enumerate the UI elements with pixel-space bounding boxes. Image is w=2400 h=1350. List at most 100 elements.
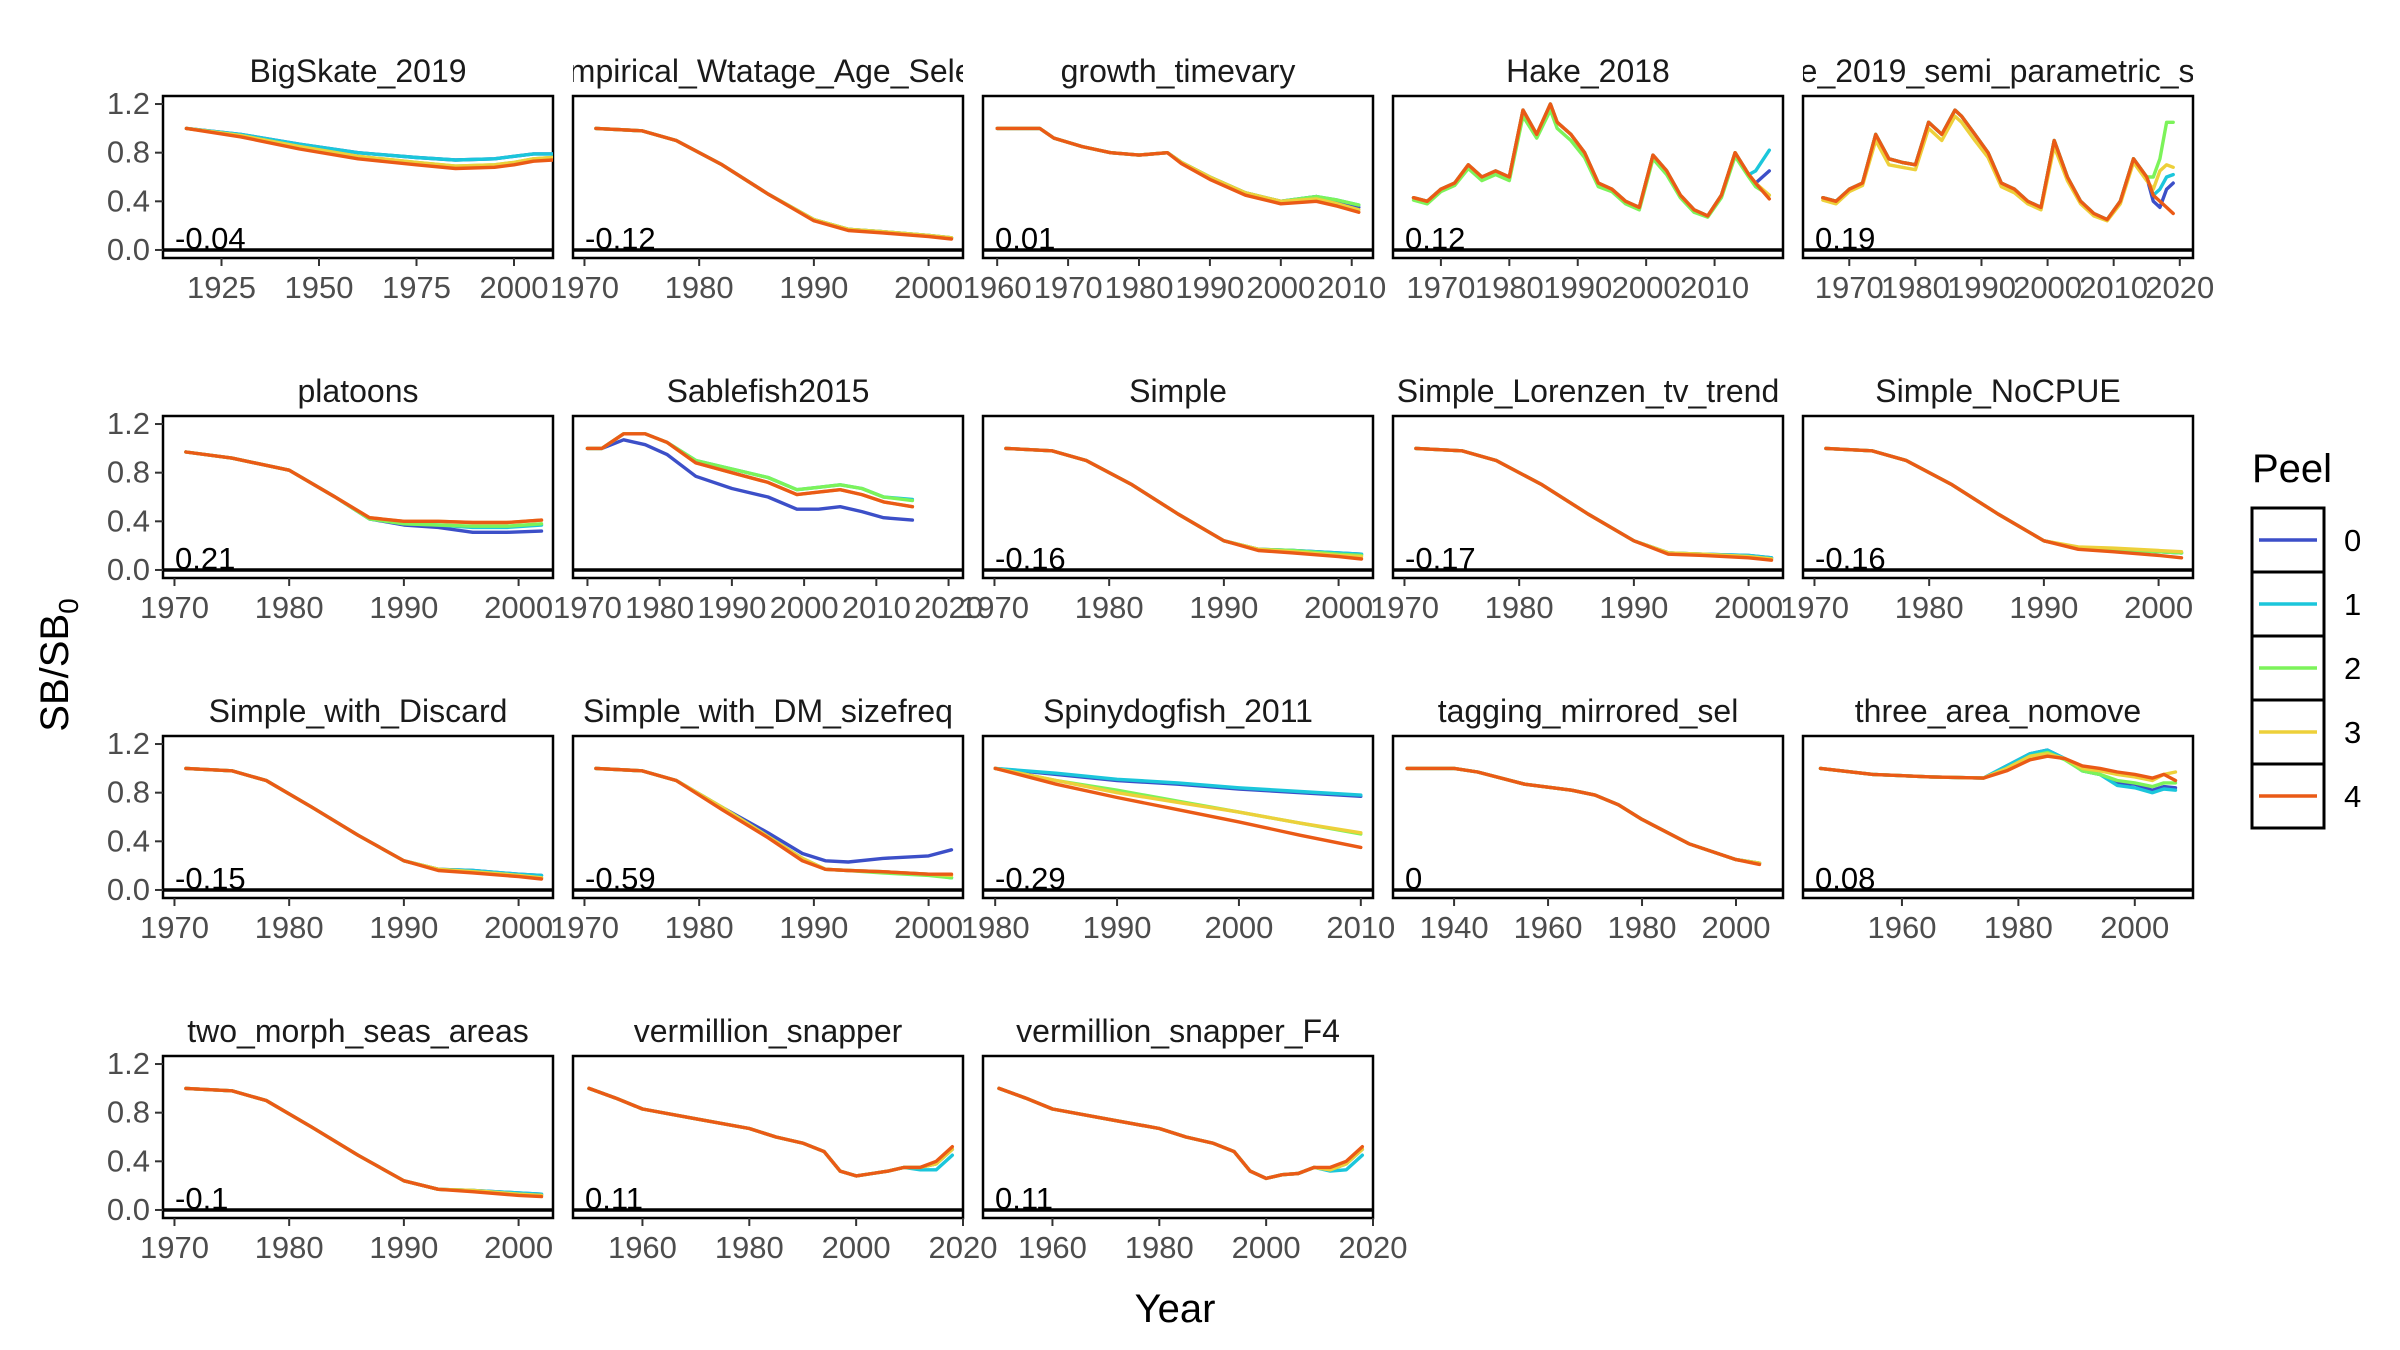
y-tick-label: 1.2 [107, 406, 150, 441]
x-tick-label: 1970 [140, 1230, 209, 1265]
panel-simple-with-discard: Simple_with_Discard -0.15 0.0 0.4 0.8 1.2 1970… [107, 693, 555, 945]
panel-title: BigSkate_2019 [249, 53, 466, 89]
panel-stat-label: -0.17 [1405, 541, 1476, 576]
x-tick-label: 1925 [187, 270, 256, 305]
legend-label: 1 [2344, 587, 2361, 622]
panel-sablefish2015: Sablefish2015 1970 1980 1990 2000 2010 2020 [553, 373, 983, 625]
y-tick-label: 0.0 [107, 872, 150, 907]
x-tick-label: 2000 [484, 590, 553, 625]
panel-vermillion-snapper: vermillion_snapper 0.11 1960 1980 2000 2020 [571, 1013, 997, 1265]
panel-stat-label: -0.04 [175, 221, 246, 256]
series-line-peel-2 [587, 1086, 954, 1178]
x-tick-label: 1960 [1514, 910, 1583, 945]
series-line-peel-0 [184, 450, 544, 534]
x-tick-label: 1990 [779, 270, 848, 305]
panel-frame [981, 1054, 1375, 1220]
panel-stat-label: -0.29 [995, 861, 1066, 896]
panel-frame [161, 1054, 555, 1220]
y-tick-label: 0.0 [107, 232, 150, 267]
x-tick-label: 1980 [1105, 270, 1174, 305]
panel-title: growth_timevary [1061, 53, 1296, 89]
series-group [184, 1086, 544, 1199]
series-line-peel-2 [997, 1086, 1365, 1181]
x-tick-label: 1980 [961, 910, 1030, 945]
x-tick-label: 2000 [1232, 1230, 1301, 1265]
x-tick-label: 1980 [1485, 590, 1554, 625]
panel-vermillion-snapper-f4: vermillion_snapper_F4 0.11 1960 1980 2000 202… [981, 1013, 1407, 1265]
x-tick-label: 2000 [894, 270, 963, 305]
x-tick-label: 2000 [1304, 590, 1373, 625]
x-tick-label: 2000 [1714, 590, 1783, 625]
x-tick-label: 2000 [1612, 270, 1681, 305]
panel-frame [1801, 414, 2195, 580]
panel-title: Simple_with_DM_sizefreq [583, 693, 953, 729]
series-line-peel-4 [184, 766, 544, 881]
y-axis-title: SB/SB0 [33, 598, 84, 731]
panel-stat-label: 0.11 [995, 1181, 1053, 1216]
panel-title: Empirical_Wtatage_Age_Selex [547, 53, 988, 89]
x-tick-label: 2000 [894, 910, 963, 945]
x-tick-label: 1970 [1815, 270, 1884, 305]
x-tick-label: 1980 [625, 590, 694, 625]
series-line-peel-4 [184, 1086, 544, 1199]
series-line-peel-4 [993, 766, 1363, 850]
x-tick-label: 1990 [1599, 590, 1668, 625]
panels: BigSkate_2019 -0.04 0.0 0.4 0.8 1.2 1925 1950 19… [107, 53, 2214, 1265]
x-tick-label: 1980 [255, 910, 324, 945]
series-line-peel-2 [995, 126, 1361, 207]
x-tick-label: 1960 [963, 270, 1032, 305]
panel-stat-label: -0.12 [585, 221, 656, 256]
x-tick-label: 2020 [2145, 270, 2214, 305]
x-tick-label: 2010 [1317, 270, 1386, 305]
x-tick-label: 1990 [697, 590, 766, 625]
panel-frame [981, 414, 1375, 580]
x-tick-label: 2000 [2013, 270, 2082, 305]
series-group [1414, 446, 1774, 562]
panel-two-morph-seas-areas: two_morph_seas_areas -0.1 0.0 0.4 0.8 1.2 1970… [107, 1013, 555, 1265]
x-tick-label: 1970 [960, 590, 1029, 625]
series-line-peel-3 [993, 766, 1363, 835]
x-tick-label: 1970 [553, 590, 622, 625]
x-tick-label: 2010 [842, 590, 911, 625]
y-tick-label: 1.2 [107, 1046, 150, 1081]
x-tick-label: 2000 [484, 1230, 553, 1265]
series-line-peel-0 [587, 1086, 954, 1178]
y-tick-label: 0.4 [107, 183, 150, 218]
panel-frame [161, 414, 555, 580]
x-tick-label: 1970 [1034, 270, 1103, 305]
x-tick-label: 2000 [480, 270, 549, 305]
panel-frame [1801, 734, 2195, 900]
panel-spinydogfish-2011: Spinydogfish_2011 -0.29 1980 1990 2000 2010 [961, 693, 1396, 945]
x-tick-label: 1960 [608, 1230, 677, 1265]
series-line-peel-3 [587, 1086, 954, 1178]
panel-stat-label: 0.19 [1815, 221, 1875, 256]
series-line-peel-1 [1411, 102, 1772, 218]
series-line-peel-2 [1004, 446, 1364, 558]
x-tick-label: 1975 [382, 270, 451, 305]
series-group [184, 766, 544, 881]
panel-title: vermillion_snapper_F4 [1016, 1013, 1340, 1049]
series-line-peel-1 [997, 1086, 1365, 1181]
y-tick-label: 0.8 [107, 775, 150, 810]
panel-frame [571, 414, 965, 580]
x-tick-label: 1970 [550, 270, 619, 305]
series-line-peel-3 [594, 766, 954, 878]
panel-title: two_morph_seas_areas [187, 1013, 529, 1049]
panel-title: platoons [298, 373, 419, 409]
panel-three-area-nomove: three_area_nomove 0.08 1960 1980 2000 [1801, 693, 2195, 945]
y-tick-label: 0.8 [107, 1095, 150, 1130]
x-axis-title: Year [1135, 1287, 1216, 1331]
x-tick-label: 1970 [1406, 270, 1475, 305]
x-tick-label: 1990 [369, 590, 438, 625]
y-tick-label: 0.4 [107, 823, 150, 858]
panel-stat-label: -0.15 [175, 861, 246, 896]
panel-bigskate-2019: BigSkate_2019 -0.04 0.0 0.4 0.8 1.2 1925 1950 19… [107, 53, 555, 305]
panel-frame [981, 734, 1375, 900]
panel-simple-nocpue: Simple_NoCPUE -0.16 1970 1980 1990 2000 [1780, 373, 2195, 625]
panel-stat-label: 0.08 [1815, 861, 1875, 896]
series-group [1821, 108, 2175, 223]
series-line-peel-3 [1411, 102, 1772, 218]
panel-stat-label: 0.21 [175, 541, 235, 576]
y-axis-title-main: SB/SB [33, 614, 77, 732]
